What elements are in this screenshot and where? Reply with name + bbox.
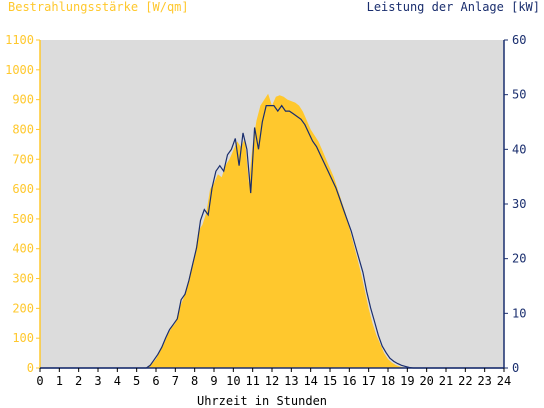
x-tick-label: 9 bbox=[210, 374, 217, 388]
irradiance-area bbox=[40, 93, 504, 368]
x-tick-label: 12 bbox=[265, 374, 279, 388]
x-tick-label: 14 bbox=[303, 374, 317, 388]
x-tick-label: 18 bbox=[381, 374, 395, 388]
x-tick-label: 23 bbox=[477, 374, 491, 388]
right-axis-title: Leistung der Anlage [kW] bbox=[367, 0, 540, 14]
right-tick-label: 50 bbox=[512, 88, 526, 102]
x-tick-label: 1 bbox=[56, 374, 63, 388]
right-tick-label: 20 bbox=[512, 252, 526, 266]
x-tick-label: 17 bbox=[361, 374, 375, 388]
right-tick-label: 60 bbox=[512, 33, 526, 47]
x-tick-label: 16 bbox=[342, 374, 356, 388]
left-tick-label: 400 bbox=[12, 242, 34, 256]
power-line bbox=[40, 104, 504, 369]
x-tick-label: 10 bbox=[226, 374, 240, 388]
left-tick-label: 800 bbox=[12, 122, 34, 136]
x-tick-label: 7 bbox=[172, 374, 179, 388]
left-tick-label: 700 bbox=[12, 152, 34, 166]
left-tick-label: 1000 bbox=[5, 63, 34, 77]
left-axis-title: Bestrahlungsstärke [W/qm] bbox=[8, 0, 189, 14]
x-tick-label: 13 bbox=[284, 374, 298, 388]
left-tick-label: 500 bbox=[12, 212, 34, 226]
x-tick-label: 3 bbox=[94, 374, 101, 388]
series-layer bbox=[40, 93, 504, 369]
right-tick-label: 10 bbox=[512, 306, 526, 320]
right-tick-label: 30 bbox=[512, 197, 526, 211]
left-tick-label: 100 bbox=[12, 331, 34, 345]
left-tick-label: 600 bbox=[12, 182, 34, 196]
x-tick-label: 6 bbox=[152, 374, 159, 388]
x-tick-label: 5 bbox=[133, 374, 140, 388]
x-axis-title: Uhrzeit in Stunden bbox=[197, 394, 327, 408]
x-tick-label: 0 bbox=[36, 374, 43, 388]
x-tick-label: 21 bbox=[439, 374, 453, 388]
x-tick-label: 4 bbox=[114, 374, 121, 388]
right-tick-label: 0 bbox=[512, 361, 519, 375]
left-tick-label: 900 bbox=[12, 93, 34, 107]
left-tick-label: 1100 bbox=[5, 33, 34, 47]
left-tick-label: 300 bbox=[12, 272, 34, 286]
x-tick-label: 24 bbox=[497, 374, 511, 388]
x-tick-label: 11 bbox=[245, 374, 259, 388]
x-tick-label: 2 bbox=[75, 374, 82, 388]
x-tick-label: 20 bbox=[419, 374, 433, 388]
right-tick-label: 40 bbox=[512, 142, 526, 156]
left-tick-label: 200 bbox=[12, 301, 34, 315]
x-tick-label: 15 bbox=[323, 374, 337, 388]
x-tick-label: 22 bbox=[458, 374, 472, 388]
x-tick-label: 19 bbox=[400, 374, 414, 388]
x-tick-label: 8 bbox=[191, 374, 198, 388]
axes-layer: 0100200300400500600700800900100011000102… bbox=[5, 33, 526, 388]
left-tick-label: 0 bbox=[27, 361, 34, 375]
